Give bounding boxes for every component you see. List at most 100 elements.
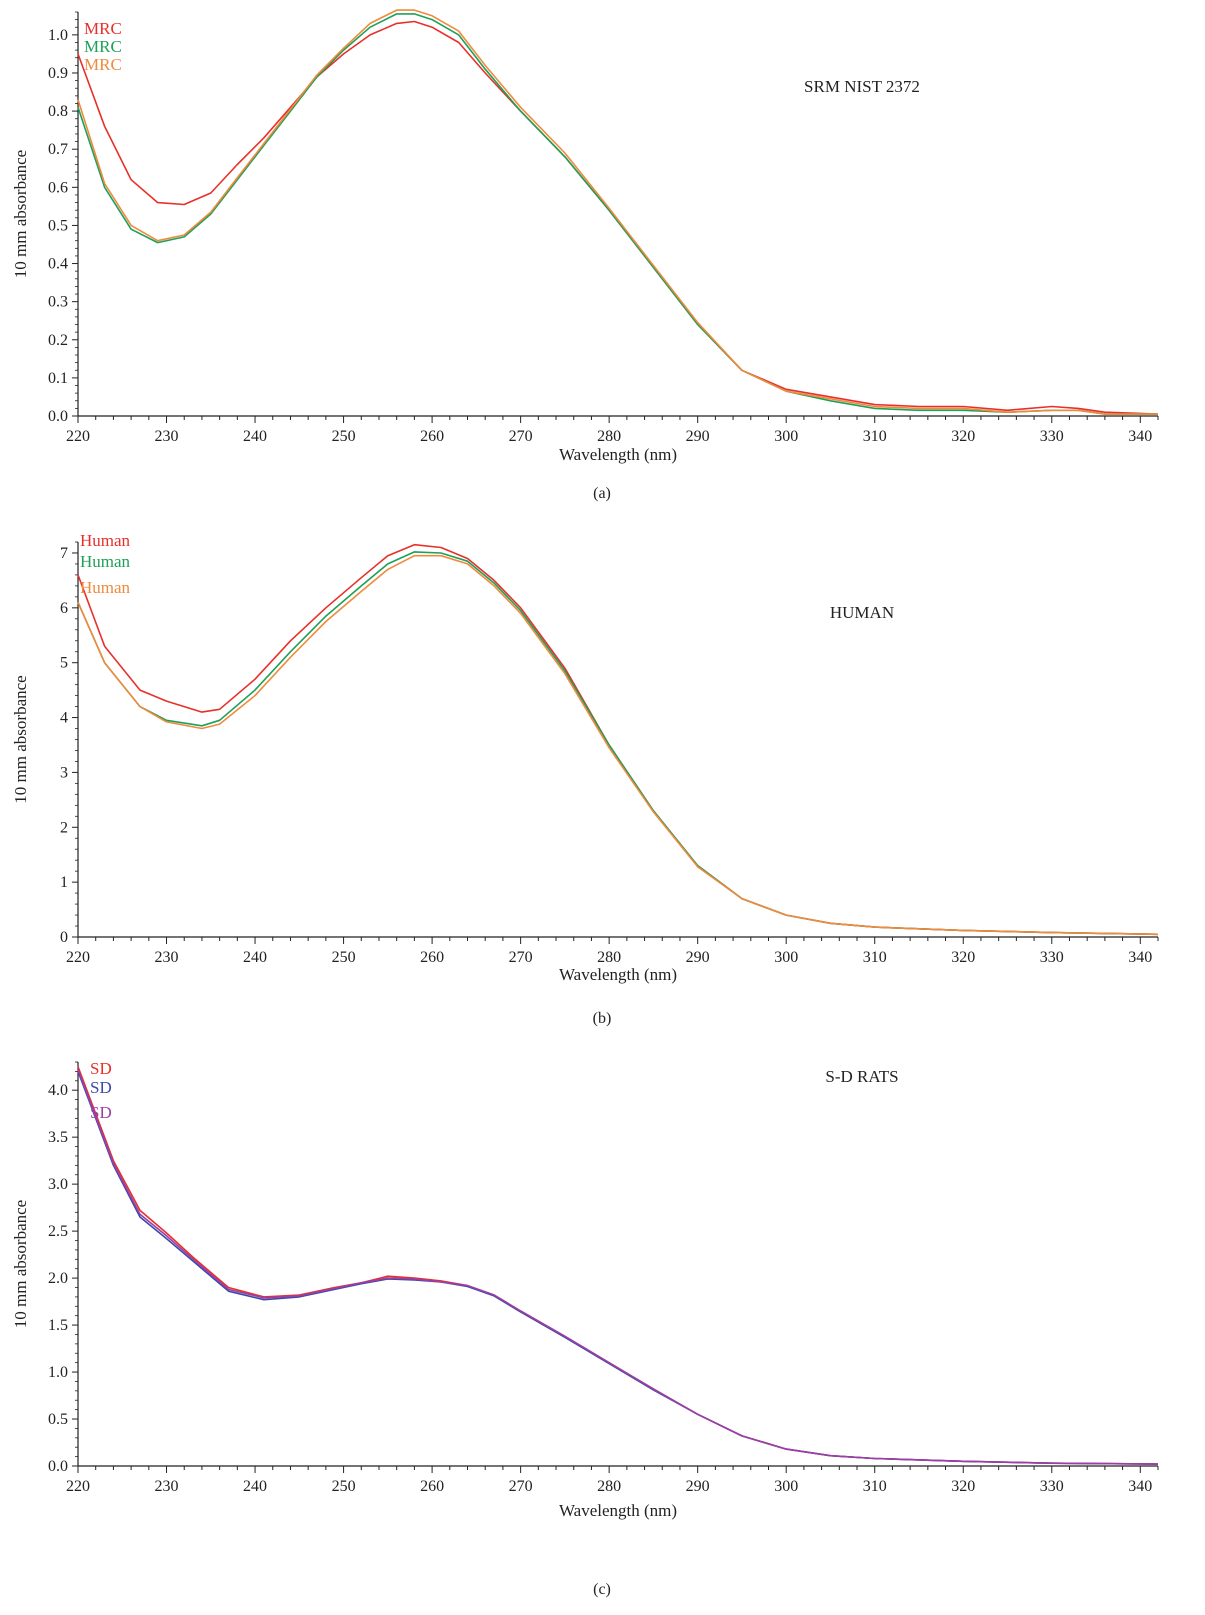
y-tick-label-b: 2 — [60, 819, 68, 836]
x-tick-label-a: 310 — [863, 428, 887, 445]
y-tick-label-a: 0.1 — [48, 370, 68, 387]
x-tick-label-b: 340 — [1128, 949, 1152, 966]
x-tick-label-c: 240 — [243, 1478, 267, 1495]
series-line-b-2 — [77, 551, 1159, 936]
x-tick-label-c: 340 — [1128, 1478, 1152, 1495]
spectrum-chart-a: 220 230 240 250 260 270 280 290 300 310 320 330 340 0… — [11, 9, 1159, 502]
x-tick-label-a: 240 — [243, 428, 267, 445]
x-tick-label-a: 250 — [332, 428, 356, 445]
x-tick-label-b: 230 — [155, 949, 179, 966]
x-axis-title-b: Wavelength (nm) — [559, 965, 677, 984]
spectrum-chart-c: 220 230 240 250 260 270 280 290 300 310 320 330 340 0… — [11, 1059, 1159, 1598]
x-tick-label-a: 270 — [509, 428, 533, 445]
chart-annotation-b: HUMAN — [830, 603, 894, 622]
series-line-c-3 — [77, 1069, 1159, 1465]
y-tick-label-b: 5 — [60, 655, 68, 672]
x-tick-label-b: 290 — [686, 949, 710, 966]
series-line-a-1 — [77, 20, 1159, 415]
x-tick-label-c: 220 — [66, 1478, 90, 1495]
series-line-c-2 — [77, 1071, 1159, 1465]
y-tick-label-c: 4.0 — [48, 1082, 68, 1099]
y-tick-label-a: 1.0 — [48, 27, 68, 44]
x-tick-label-b: 310 — [863, 949, 887, 966]
x-tick-label-c: 280 — [597, 1478, 621, 1495]
y-tick-label-c: 3.5 — [48, 1129, 68, 1146]
x-tick-label-b: 220 — [66, 949, 90, 966]
panel-caption-a: (a) — [593, 485, 611, 502]
x-tick-label-b: 240 — [243, 949, 267, 966]
chart-panel-c: 220 230 240 250 260 270 280 290 300 310 320 330 340 0… — [0, 1058, 1205, 1615]
x-tick-label-c: 300 — [774, 1478, 798, 1495]
x-tick-label-a: 330 — [1040, 428, 1064, 445]
legend-entry-c-2: SD — [90, 1078, 112, 1097]
x-tick-label-c: 330 — [1040, 1478, 1064, 1495]
y-tick-label-a: 0.6 — [48, 179, 68, 196]
y-tick-label-a: 0.7 — [48, 141, 68, 158]
y-tick-label-c: 0.5 — [48, 1411, 68, 1428]
y-tick-label-c: 0.0 — [48, 1458, 68, 1475]
x-tick-label-b: 250 — [332, 949, 356, 966]
x-tick-label-b: 300 — [774, 949, 798, 966]
y-tick-label-b: 4 — [60, 710, 68, 727]
y-tick-label-b: 0 — [60, 929, 68, 946]
legend-entry-a-3: MRC — [84, 55, 122, 74]
y-tick-label-a: 0.2 — [48, 332, 68, 349]
x-tick-label-b: 270 — [509, 949, 533, 966]
x-tick-label-c: 250 — [332, 1478, 356, 1495]
y-axis-title-a: 10 mm absorbance — [11, 150, 30, 278]
y-axis-title-c: 10 mm absorbance — [11, 1200, 30, 1328]
y-tick-label-c: 1.5 — [48, 1317, 68, 1334]
panel-caption-c: (c) — [593, 1581, 611, 1598]
y-tick-label-a: 0.5 — [48, 217, 68, 234]
chart-annotation-a: SRM NIST 2372 — [804, 77, 920, 96]
legend-entry-b-3: Human — [80, 578, 131, 597]
y-tick-label-a: 0.8 — [48, 103, 68, 120]
y-tick-label-a: 0.9 — [48, 65, 68, 82]
x-axis-title-c: Wavelength (nm) — [559, 1501, 677, 1520]
x-tick-label-b: 280 — [597, 949, 621, 966]
y-tick-label-c: 1.0 — [48, 1364, 68, 1381]
series-line-a-3 — [77, 9, 1158, 415]
x-tick-label-c: 270 — [509, 1478, 533, 1495]
x-tick-label-a: 280 — [597, 428, 621, 445]
y-tick-label-b: 1 — [60, 874, 68, 891]
panel-caption-b: (b) — [593, 1010, 612, 1027]
legend-entry-a-2: MRC — [84, 37, 122, 56]
x-tick-label-c: 260 — [420, 1478, 444, 1495]
x-tick-label-c: 230 — [155, 1478, 179, 1495]
y-tick-label-c: 2.0 — [48, 1270, 68, 1287]
y-tick-label-c: 2.5 — [48, 1223, 68, 1240]
x-tick-label-c: 310 — [863, 1478, 887, 1495]
y-axis-title-b: 10 mm absorbance — [11, 675, 30, 803]
chart-annotation-c: S-D RATS — [825, 1067, 898, 1086]
x-tick-label-c: 320 — [951, 1478, 975, 1495]
x-tick-label-a: 320 — [951, 428, 975, 445]
x-tick-label-b: 330 — [1040, 949, 1064, 966]
y-tick-label-c: 3.0 — [48, 1176, 68, 1193]
x-tick-label-a: 220 — [66, 428, 90, 445]
x-tick-label-b: 260 — [420, 949, 444, 966]
x-tick-label-a: 300 — [774, 428, 798, 445]
x-tick-label-c: 290 — [686, 1478, 710, 1495]
x-axis-title-a: Wavelength (nm) — [559, 445, 677, 464]
series-line-c-1 — [77, 1066, 1159, 1465]
legend-entry-c-1: SD — [90, 1059, 112, 1078]
y-tick-label-a: 0.4 — [48, 256, 68, 273]
y-tick-label-b: 6 — [60, 600, 68, 617]
x-tick-label-a: 340 — [1128, 428, 1152, 445]
legend-entry-b-2: Human — [80, 552, 131, 571]
legend-entry-b-1: Human — [80, 531, 131, 550]
chart-panel-a: 220 230 240 250 260 270 280 290 300 310 320 330 340 0… — [0, 0, 1205, 520]
spectrum-chart-b: 220 230 240 250 260 270 280 290 300 310 320 330 340 0… — [11, 531, 1159, 1027]
legend-entry-c-3: SD — [90, 1103, 112, 1122]
x-tick-label-a: 290 — [686, 428, 710, 445]
chart-panel-b: 220 230 240 250 260 270 280 290 300 310 320 330 340 0… — [0, 520, 1205, 1058]
series-line-a-2 — [77, 13, 1158, 415]
y-tick-label-a: 0.0 — [48, 408, 68, 425]
x-tick-label-b: 320 — [951, 949, 975, 966]
series-line-b-1 — [77, 543, 1159, 936]
legend-entry-a-1: MRC — [84, 19, 122, 38]
y-tick-label-b: 7 — [60, 545, 68, 562]
x-tick-label-a: 260 — [420, 428, 444, 445]
y-tick-label-b: 3 — [60, 764, 68, 781]
